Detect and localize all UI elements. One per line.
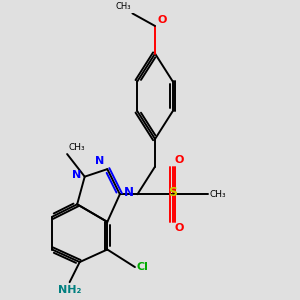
Text: O: O <box>175 155 184 165</box>
Text: O: O <box>157 15 166 25</box>
Text: CH₃: CH₃ <box>210 190 226 199</box>
Text: N: N <box>72 170 81 180</box>
Text: N: N <box>95 156 104 166</box>
Text: O: O <box>175 223 184 233</box>
Text: CH₃: CH₃ <box>68 142 85 152</box>
Text: NH₂: NH₂ <box>58 285 81 295</box>
Text: Cl: Cl <box>137 262 149 272</box>
Text: CH₃: CH₃ <box>116 2 131 11</box>
Text: N: N <box>124 187 134 200</box>
Text: S: S <box>169 187 178 200</box>
